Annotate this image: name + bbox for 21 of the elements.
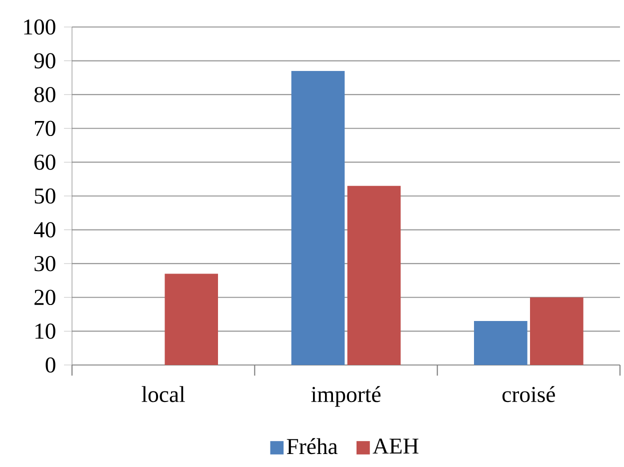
y-tick-label: 30	[34, 256, 56, 272]
y-tick-label: 90	[34, 53, 56, 68]
bar	[347, 186, 401, 365]
y-tick-label: 40	[34, 222, 56, 238]
x-tick-label: local	[142, 386, 185, 402]
y-tick-label: 10	[36, 324, 56, 339]
bar	[474, 321, 528, 365]
x-tick-label: importé	[311, 386, 380, 407]
bar	[530, 297, 584, 365]
y-tick-label: 20	[34, 290, 56, 306]
y-tick-label: 80	[34, 86, 56, 102]
y-tick-label: 70	[35, 120, 56, 136]
y-tick-label: 50	[34, 188, 56, 204]
x-tick-label: croisé	[502, 386, 555, 402]
y-tick-label: 0	[46, 357, 56, 373]
y-tick-label: 60	[34, 154, 56, 170]
y-tick-label: 100	[24, 19, 56, 35]
bar	[164, 274, 218, 365]
bar	[291, 70, 345, 365]
legend-label: AEH	[372, 438, 418, 454]
legend-label: Fréha	[286, 438, 338, 454]
